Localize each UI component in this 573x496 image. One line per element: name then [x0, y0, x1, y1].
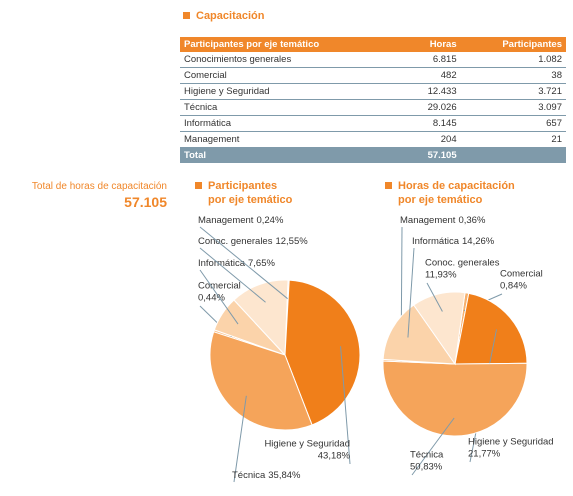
column-header: Horas [402, 37, 461, 52]
cell: Conocimientos generales [180, 52, 403, 68]
cell: 204 [402, 131, 461, 148]
slice-label: Comercial [198, 281, 241, 292]
sidebar: Total de horas de capacitación 57.105 [32, 181, 167, 210]
cell: 657 [460, 115, 566, 132]
total-row: Total 57.105 [180, 147, 566, 163]
cell: Management [180, 131, 403, 148]
table-row: Técnica 29.026 3.097 [180, 99, 566, 116]
slice-value: 0,44% [198, 293, 225, 304]
slice-value: 0,24% [256, 215, 283, 226]
slice-value: 0,36% [458, 215, 485, 226]
pie-slice [284, 279, 361, 426]
total-cell [460, 147, 566, 163]
cell: Comercial [180, 67, 403, 84]
column-header: Participantes [460, 37, 566, 52]
cell: 8.145 [402, 115, 461, 132]
cell: 38 [460, 67, 566, 84]
pie-slice [382, 360, 528, 437]
slice-label: Comercial [500, 269, 543, 280]
slice-label: Conoc. generales 12,55% [198, 236, 308, 247]
slice-value: 12,55% [275, 236, 308, 247]
slice-category: Informática [198, 258, 246, 269]
leader-line [199, 247, 266, 303]
chart-title: Participantes [208, 180, 277, 192]
slice-label: Técnica [410, 450, 444, 461]
table-row: Conocimientos generales 6.815 1.082 [180, 52, 566, 68]
pie-slice [382, 304, 457, 365]
section-title: Capacitación [183, 10, 264, 22]
cell: 3.721 [460, 83, 566, 100]
slice-value: 14,26% [462, 236, 495, 247]
table-row: Management 204 21 [180, 131, 566, 148]
slice-value: 35,84% [268, 470, 301, 481]
leader-line [199, 269, 239, 325]
pie-slice [454, 292, 528, 365]
leader-line [407, 247, 415, 338]
slice-value: 0,84% [500, 281, 527, 292]
total-cell: 57.105 [402, 147, 461, 163]
table-row: Higiene y Seguridad 12.433 3.721 [180, 83, 566, 100]
slice-value: 7,65% [248, 258, 275, 269]
chart-title: por eje temático [398, 194, 483, 206]
leader-line [426, 282, 443, 312]
slice-label: Informática 14,26% [412, 236, 495, 247]
leader-line [340, 346, 351, 465]
total-cell: Total [180, 147, 403, 163]
title-marker [385, 182, 392, 189]
chart-title: por eje temático [208, 194, 293, 206]
pie-slice [413, 291, 466, 366]
slice-label: Management 0,24% [198, 215, 284, 226]
slice-label: Management 0,36% [400, 215, 486, 226]
cell: 12.433 [402, 83, 461, 100]
chart-title: Horas de capacitación [398, 180, 515, 192]
slice-value: 21,77% [468, 449, 501, 460]
sidebar-label: Total de horas de capacitación [31, 181, 167, 192]
pie-slice [233, 279, 289, 357]
leader-line [199, 226, 289, 300]
cell: 29.026 [402, 99, 461, 116]
table: Participantes por eje temático Horas Parti… [180, 37, 566, 163]
header-row: Participantes por eje temático Horas Parti… [180, 37, 566, 52]
slice-category: Informática [412, 236, 460, 247]
table-row: Informática 8.145 657 [180, 115, 566, 132]
slice-label: Técnica 35,84% [232, 470, 301, 481]
slice-label: Higiene y Seguridad [264, 439, 350, 450]
pie-slice [209, 331, 313, 431]
cell: 6.815 [402, 52, 461, 68]
slice-label: Conoc. generales [425, 258, 500, 269]
slice-value: 50,83% [410, 462, 443, 473]
slice-value: 43,18% [318, 451, 351, 462]
cell: Informática [180, 115, 403, 132]
table-row: Comercial 482 38 [180, 67, 566, 84]
title-marker [195, 182, 202, 189]
slice-label: Higiene y Seguridad [468, 437, 554, 448]
slice-category: Conoc. generales [198, 236, 273, 247]
cell: Higiene y Seguridad [180, 83, 403, 100]
slice-value: 11,93% [425, 270, 457, 281]
leader-line [233, 395, 247, 483]
slice-label: Informática 7,65% [198, 258, 275, 269]
cell: 3.097 [460, 99, 566, 116]
cell: 482 [402, 67, 461, 84]
cell: Técnica [180, 99, 403, 116]
column-header: Participantes por eje temático [180, 37, 403, 52]
leader-line [411, 417, 455, 476]
sidebar-value: 57.105 [124, 194, 167, 210]
cell: 21 [460, 131, 566, 148]
cell: 1.082 [460, 52, 566, 68]
slice-category: Técnica [232, 470, 266, 481]
slice-category: Management [400, 215, 456, 226]
slice-category: Management [198, 215, 254, 226]
